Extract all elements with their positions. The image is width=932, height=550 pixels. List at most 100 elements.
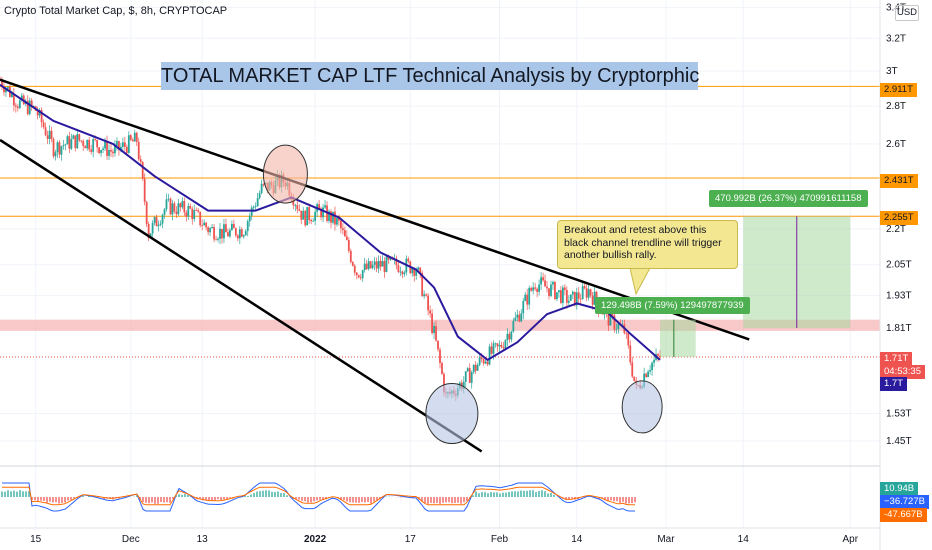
channel-trendline: [0, 138, 483, 453]
candle-body: [417, 267, 420, 270]
target-box-small: [660, 319, 696, 357]
macd-histogram-bar: [487, 493, 489, 497]
candle-body: [625, 332, 628, 334]
macd-histogram-bar: [61, 497, 63, 503]
macd-histogram-bar: [280, 493, 282, 497]
candle-body: [561, 287, 564, 303]
candle-body: [345, 236, 348, 240]
candle-body: [54, 152, 57, 157]
candle-body: [514, 317, 517, 321]
candle-body: [165, 199, 168, 210]
candle-body: [298, 209, 301, 211]
candle-body: [369, 261, 372, 269]
candle-body: [5, 88, 7, 93]
candle-body: [482, 359, 485, 364]
candle-body: [36, 110, 39, 116]
macd-histogram-bar: [202, 497, 204, 501]
candle-body: [56, 142, 59, 153]
macd-histogram-bar: [205, 497, 207, 501]
candle-body: [498, 344, 501, 347]
macd-histogram-bar: [601, 497, 603, 499]
candle-body: [86, 139, 89, 149]
macd-histogram-bar: [169, 497, 171, 503]
macd-histogram-bar: [604, 497, 606, 501]
candle-body: [131, 139, 134, 142]
macd-histogram-bar: [520, 490, 522, 497]
macd-histogram-bar: [160, 497, 162, 502]
candle-body: [500, 344, 503, 348]
candle-body: [14, 105, 17, 107]
candle-body: [250, 207, 253, 216]
candle-body: [341, 228, 344, 231]
moving-average-layer: [0, 83, 661, 361]
candle-body: [554, 281, 556, 300]
candle-body: [213, 226, 215, 240]
macd-histogram-bar: [88, 496, 90, 497]
macd-histogram-bar: [472, 495, 474, 497]
macd-histogram-bar: [544, 491, 546, 497]
candle-body: [411, 268, 414, 274]
time-tick-label: Apr: [842, 534, 858, 545]
macd-histogram-bar: [526, 490, 528, 497]
candle-body: [296, 205, 299, 210]
macd-histogram-bar: [457, 497, 459, 503]
macd-histogram-bar: [433, 497, 435, 504]
time-axis[interactable]: 15 Dec 13 2022 17 Feb 14 Mar 14 Apr: [30, 534, 859, 545]
macd-histogram-bar: [427, 497, 429, 504]
candle-body: [80, 140, 83, 142]
macd-histogram-bar: [271, 491, 273, 497]
macd-histogram-bar: [568, 497, 570, 501]
macd-histogram-bar: [514, 491, 516, 497]
price-axis[interactable]: 3.4T 3.2T 3T 2.8T 2.6T 2.2T 2.05T 1.93T 1.81T 1.5…: [886, 2, 912, 446]
macd-histogram-bar: [319, 497, 321, 500]
candle-body: [171, 203, 174, 215]
candle-body: [12, 93, 15, 106]
candle-body: [223, 224, 225, 239]
candle-body: [617, 323, 620, 329]
candle-body: [133, 132, 136, 142]
candle-body: [486, 361, 489, 365]
macd-histogram-bar: [10, 491, 12, 497]
time-tick-label: 14: [571, 534, 583, 545]
macd-histogram-bar: [7, 490, 9, 497]
macd-histogram-bar: [25, 491, 27, 497]
candle-body: [221, 228, 223, 239]
candle-body: [607, 311, 610, 326]
candle-body: [538, 284, 540, 292]
highlight-circle: [425, 383, 479, 445]
candle-body: [657, 354, 659, 356]
macd-histogram-bar: [1, 491, 3, 497]
candle-body: [536, 288, 539, 292]
candle-body: [328, 211, 330, 221]
macd-histogram-bar: [625, 497, 627, 504]
macd-histogram-bar: [511, 491, 513, 497]
macd-histogram-bar: [493, 492, 495, 497]
macd-histogram-bar: [631, 497, 633, 504]
candle-body: [52, 139, 55, 157]
candle-body: [181, 201, 184, 208]
candle-body: [139, 159, 142, 163]
candle-body: [300, 210, 303, 220]
level-badge-2911: 2.911T: [880, 83, 917, 97]
candle-body: [419, 267, 422, 273]
macd-histogram-bar: [208, 497, 210, 501]
candle-body: [472, 364, 475, 373]
currency-unit-button[interactable]: USD: [895, 5, 919, 21]
macd-histogram-bar: [70, 497, 72, 500]
candle-body: [365, 263, 368, 270]
candle-body: [64, 144, 67, 146]
macd-histogram-bar: [178, 494, 180, 497]
macd-histogram-bar: [346, 497, 348, 502]
candle-body: [197, 210, 200, 212]
candle-body: [437, 340, 439, 350]
candle-body: [191, 208, 194, 220]
macd-histogram-bar: [373, 497, 375, 502]
candle-body: [643, 373, 646, 387]
candle-body: [522, 300, 525, 314]
candle-body: [560, 290, 562, 303]
macd-histogram-bar: [442, 497, 444, 503]
candle-body: [357, 275, 360, 278]
candle-body: [155, 217, 158, 227]
candle-body: [26, 100, 29, 115]
candle-body: [28, 100, 31, 115]
